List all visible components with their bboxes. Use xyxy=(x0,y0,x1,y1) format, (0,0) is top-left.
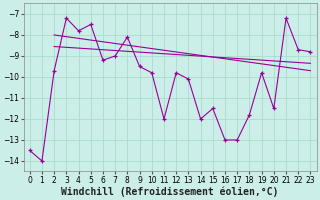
X-axis label: Windchill (Refroidissement éolien,°C): Windchill (Refroidissement éolien,°C) xyxy=(61,186,279,197)
